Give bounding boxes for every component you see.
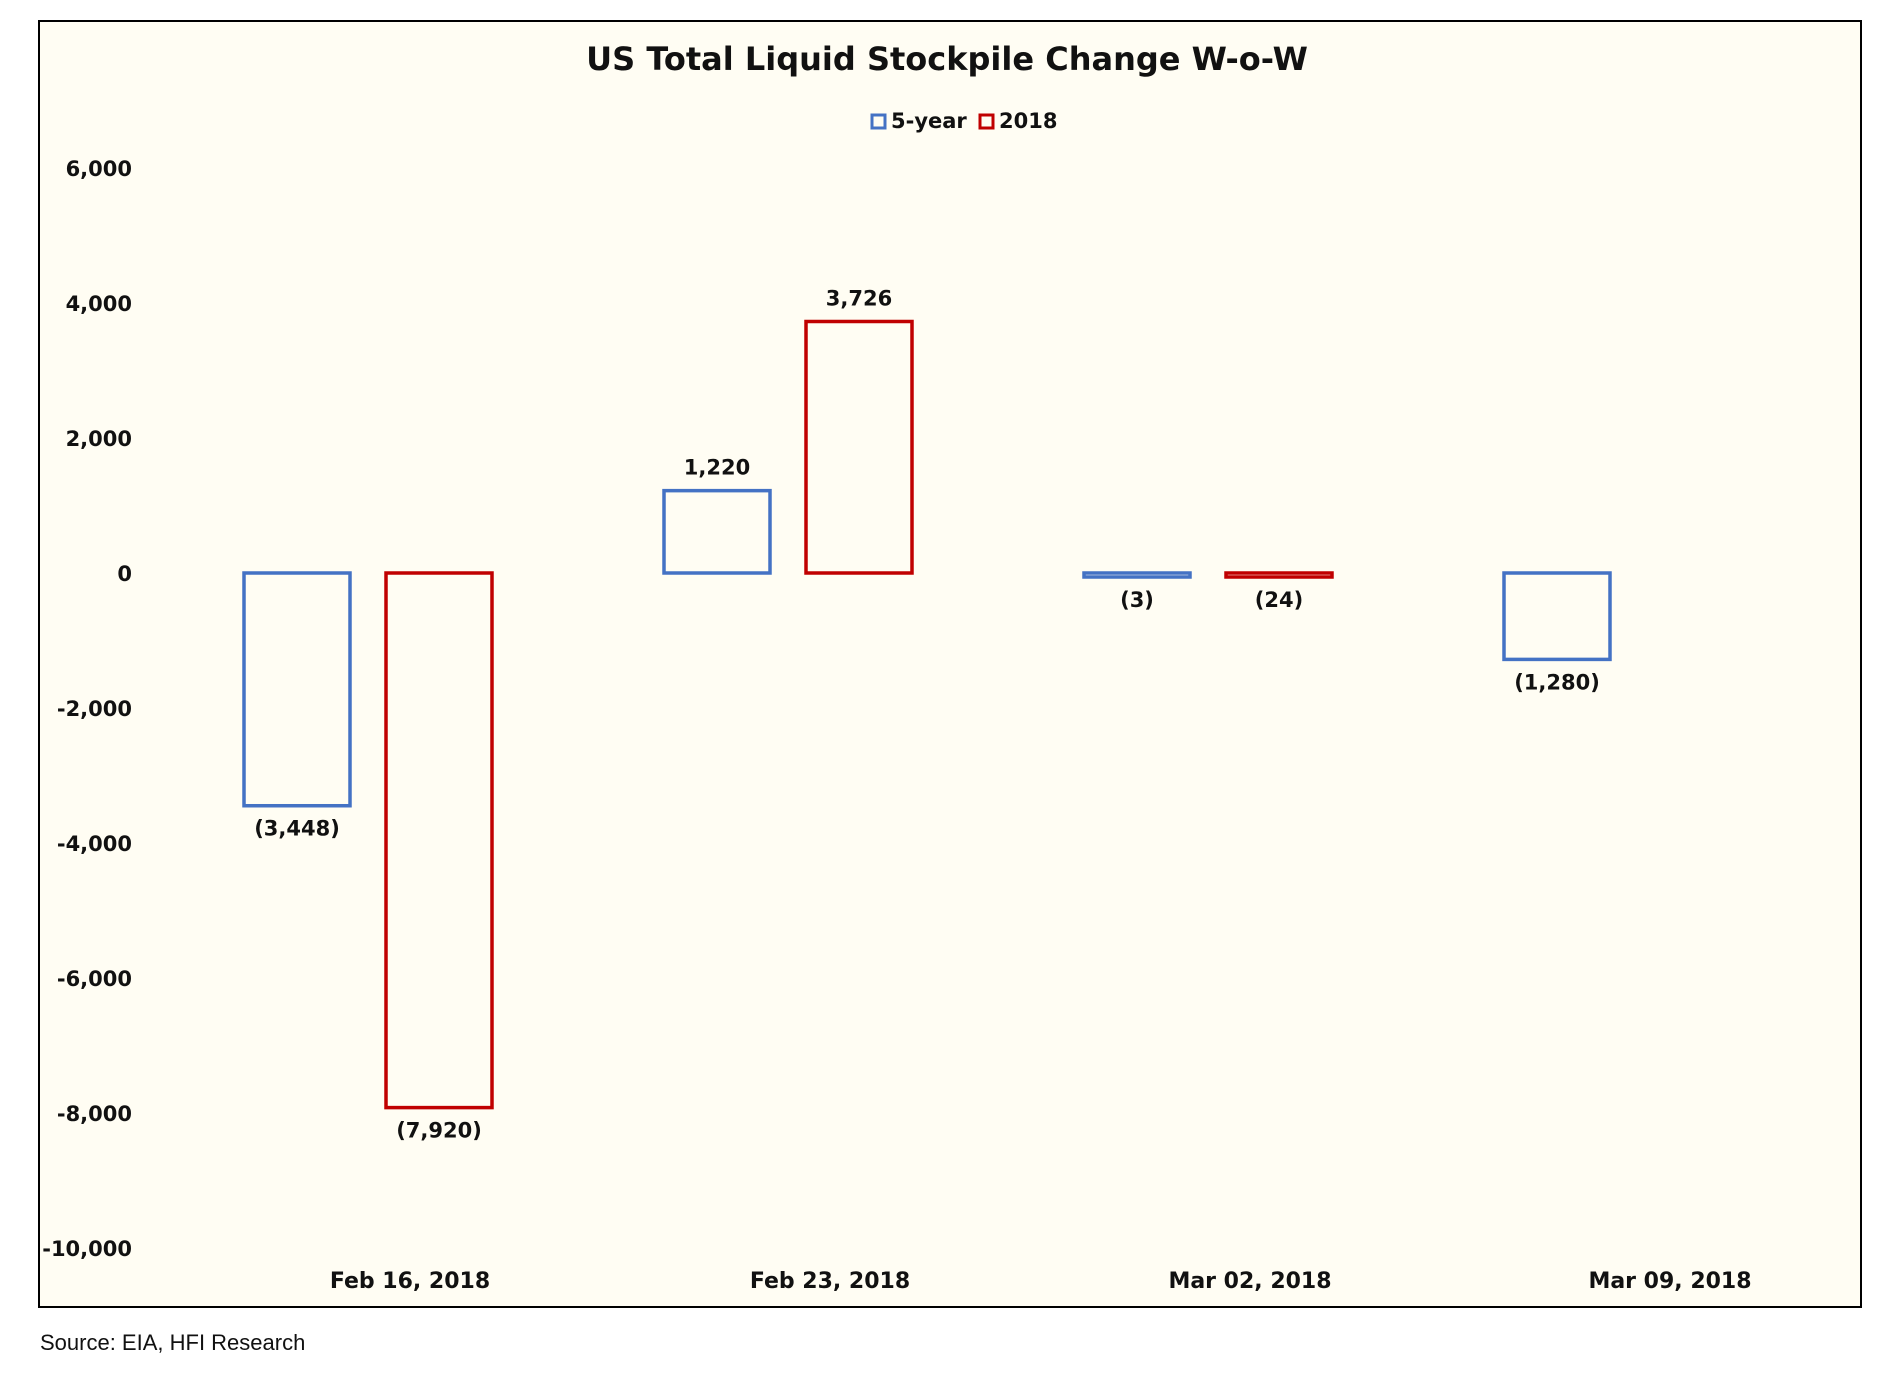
legend-label-2: 2018 [999,109,1057,133]
chart-title: US Total Liquid Stockpile Change W-o-W [586,40,1308,78]
data-label: (7,920) [396,1119,482,1143]
y-tick-label: 0 [117,562,132,586]
bar-five-year [242,571,352,808]
chart-frame [38,20,1862,1308]
y-tick-label: -2,000 [57,697,132,721]
x-tick-label: Feb 23, 2018 [750,1269,910,1294]
legend-swatch-2 [978,113,995,130]
y-tick-label: 4,000 [66,292,132,316]
x-tick-label: Mar 09, 2018 [1588,1269,1751,1294]
y-tick-label: 6,000 [66,157,132,181]
bar-2018 [384,571,494,1110]
y-tick-label: -6,000 [57,967,132,991]
source-note: Source: EIA, HFI Research [40,1330,306,1355]
chart-svg: US Total Liquid Stockpile Change W-o-W 5-… [42,40,1751,1294]
data-label: 1,220 [684,456,750,480]
bar-2018 [1224,571,1334,579]
x-tick-label: Feb 16, 2018 [330,1269,490,1294]
data-label: (1,280) [1514,670,1600,694]
data-label: (24) [1255,588,1303,612]
bar-2018 [804,319,914,575]
legend-label-1: 5-year [891,109,967,133]
y-tick-label: -8,000 [57,1102,132,1126]
data-label: 3,726 [826,286,892,310]
x-tick-label: Mar 02, 2018 [1168,1269,1331,1294]
y-tick-label: -4,000 [57,832,132,856]
data-label: (3,448) [254,817,340,841]
y-tick-label: 2,000 [66,427,132,451]
y-tick-label: -10,000 [42,1237,132,1261]
bar-five-year [1082,571,1192,579]
bar-five-year [662,488,772,575]
bar-five-year [1502,571,1612,662]
data-label: (3) [1120,588,1154,612]
legend-swatch-1 [870,113,887,130]
